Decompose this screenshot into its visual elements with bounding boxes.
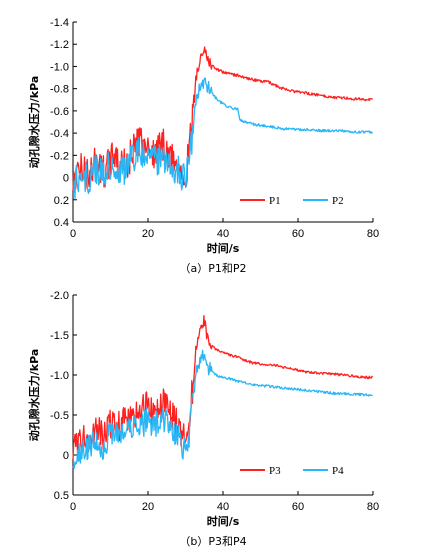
x-tick-label: 60 (292, 228, 304, 240)
y-tick-label: -1.4 (50, 17, 69, 29)
x-tick-label: 60 (292, 501, 304, 513)
x-tick-label: 0 (70, 501, 76, 513)
legend-label-p1: P1 (269, 195, 281, 207)
legend: P3 P4 (240, 465, 344, 477)
y-axis-label: 动孔隙水压力/kPa (27, 349, 41, 442)
y-tick-label: -0.4 (50, 128, 69, 140)
x-tick-label: 20 (142, 228, 154, 240)
legend-label-p4: P4 (332, 465, 344, 477)
x-tick-label: 80 (367, 501, 379, 513)
series-line-p4 (72, 349, 373, 469)
y-tick-label: -0.6 (50, 106, 69, 118)
y-tick-label: 0.2 (54, 195, 69, 207)
chart-caption: （a）P1和P2 (179, 262, 246, 275)
x-tick-label: 80 (367, 228, 379, 240)
y-tick-label: -1.5 (50, 330, 69, 342)
y-tick-label: 0 (63, 450, 69, 462)
y-axis-label: 动孔隙水压力/kPa (27, 76, 41, 169)
x-tick-label: 20 (142, 501, 154, 513)
series-line-p2 (72, 77, 374, 200)
x-tick-label: 0 (70, 228, 76, 240)
chart-panel-b: 0.50-0.5-1.0-1.5-2.00 20 40 60 80时间/s动孔隙水压力/… (27, 290, 379, 548)
y-tick-label: -2.0 (50, 290, 69, 302)
x-tick-label: 40 (217, 501, 229, 513)
legend-label-p3: P3 (269, 465, 281, 477)
y-tick-label: -1.0 (50, 61, 69, 73)
legend-label-p2: P2 (332, 195, 344, 207)
x-axis-label: 时间/s (207, 514, 240, 528)
y-tick-label: -0.5 (50, 410, 69, 422)
legend: P1 P2 (240, 195, 344, 207)
y-tick-label: -0.8 (50, 84, 69, 96)
y-tick-label: 0.5 (54, 490, 69, 502)
y-tick-label: -0.2 (50, 150, 69, 162)
x-axis-label: 时间/s (207, 241, 240, 255)
x-tick-label: 40 (217, 228, 229, 240)
y-tick-label: -1.2 (50, 39, 69, 51)
y-tick-label: 0 (63, 173, 69, 185)
y-tick-label: -1.0 (50, 370, 69, 382)
series-line-p3 (72, 314, 374, 460)
y-tick-label: 0.4 (54, 217, 69, 229)
chart-caption: （b）P3和P4 (179, 535, 246, 548)
chart-panel-a: 0.4 0.2 0 -0.2 -0.4 -0.6 -0.8 -1.0 -1.2 -1.4 0 20 40… (27, 17, 379, 275)
